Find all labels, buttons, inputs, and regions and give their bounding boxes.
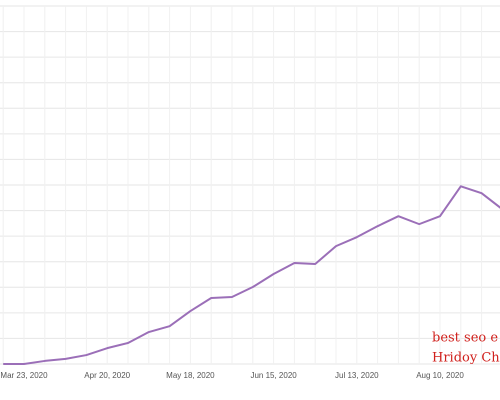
x-tick-label: Jun 15, 2020 xyxy=(250,371,297,380)
x-tick-label: Apr 20, 2020 xyxy=(84,371,130,380)
annotation: Hridoy Ch xyxy=(432,351,500,366)
data-line xyxy=(3,185,500,365)
plot xyxy=(3,185,500,365)
x-tick-label: Aug 10, 2020 xyxy=(416,371,464,380)
x-tick-label: Mar 23, 2020 xyxy=(0,371,48,380)
labels: Mar 23, 2020 Apr 20, 2020 May 18, 2020 Jun … xyxy=(0,331,500,381)
x-tick-label: Jul 13, 2020 xyxy=(335,371,379,380)
x-tick-label: May 18, 2020 xyxy=(166,371,215,380)
annotation: best seo e xyxy=(432,331,498,346)
grid xyxy=(0,5,500,365)
